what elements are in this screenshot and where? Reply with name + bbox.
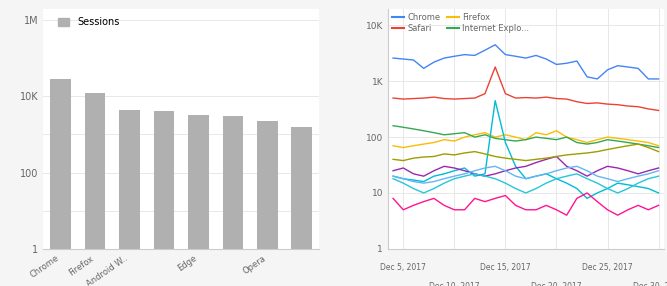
Bar xyxy=(85,93,105,286)
Text: Dec 30, 2017: Dec 30, 2017 xyxy=(633,283,667,286)
Text: Dec 15, 2017: Dec 15, 2017 xyxy=(480,263,531,272)
Text: Dec 10, 2017: Dec 10, 2017 xyxy=(429,283,480,286)
Bar xyxy=(257,121,277,286)
Bar xyxy=(291,127,312,286)
Text: Dec 25, 2017: Dec 25, 2017 xyxy=(582,263,633,272)
Bar xyxy=(50,79,71,286)
Bar xyxy=(153,111,174,286)
Bar xyxy=(119,110,140,286)
Bar xyxy=(188,115,209,286)
Legend: Chrome, Safari, Firefox, Internet Explo...: Chrome, Safari, Firefox, Internet Explo.… xyxy=(392,13,529,33)
Text: Dec 5, 2017: Dec 5, 2017 xyxy=(380,263,426,272)
Bar xyxy=(223,116,243,286)
Legend: Sessions: Sessions xyxy=(54,13,123,31)
Text: Dec 20, 2017: Dec 20, 2017 xyxy=(531,283,582,286)
